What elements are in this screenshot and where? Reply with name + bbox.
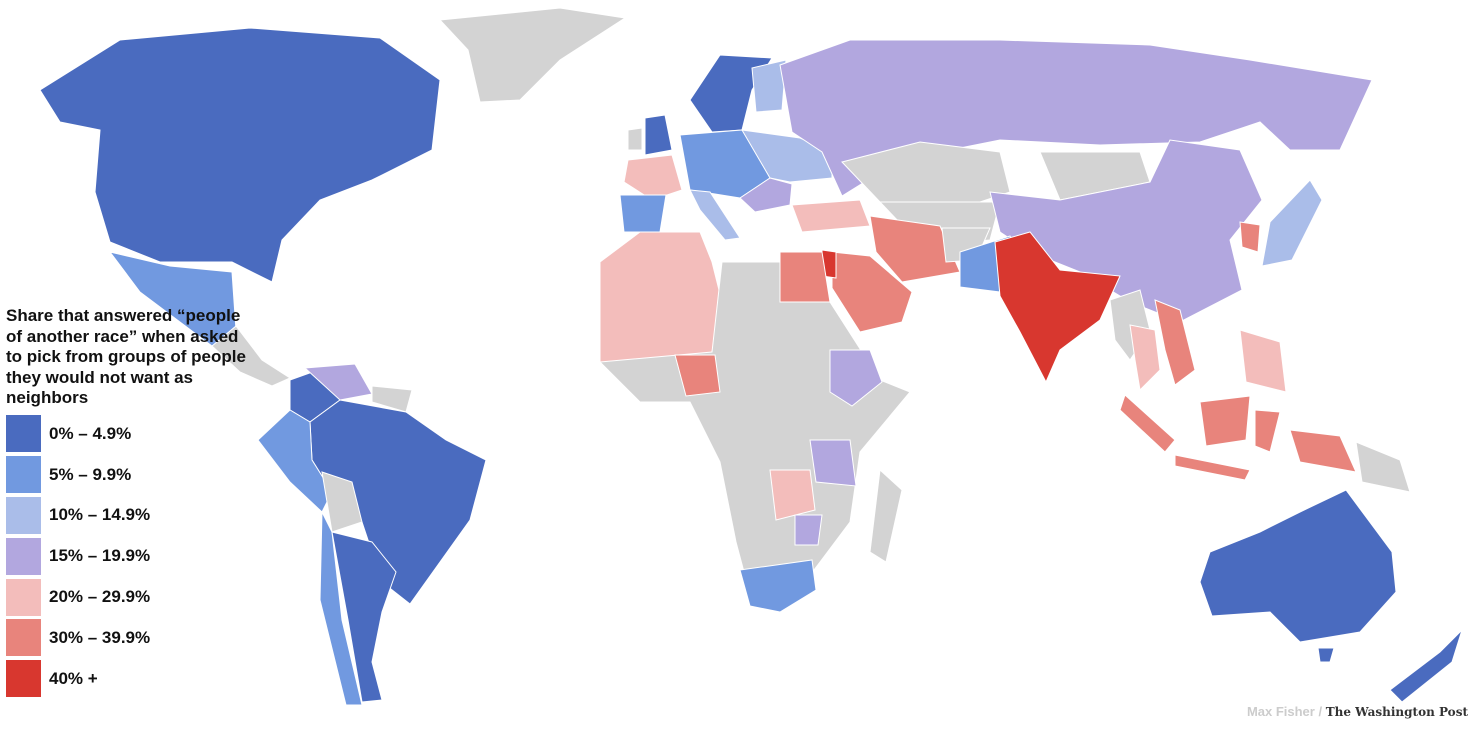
country-papua (1289, 429, 1357, 473)
country-ethiopia (829, 349, 883, 407)
country-balkans (739, 177, 793, 213)
country-italy (689, 189, 741, 241)
legend-label: 0% – 4.9% (49, 423, 132, 443)
country-france (623, 154, 683, 201)
legend-swatch (6, 660, 41, 698)
country-finland (751, 59, 787, 113)
country-madagascar (869, 468, 903, 563)
legend-item: 15% – 19.9% (6, 536, 246, 577)
legend-label: 30% – 39.9% (49, 627, 151, 647)
country-south-africa (739, 559, 817, 613)
country-japan (1261, 179, 1323, 267)
credit-author: Max Fisher / (1246, 704, 1323, 719)
country-russia (779, 39, 1373, 197)
country-nigeria (674, 354, 721, 397)
legend-item: 0% – 4.9% (6, 414, 246, 455)
country-uk (644, 114, 673, 156)
country-argentina (331, 531, 397, 703)
legend-label: 15% – 19.9% (49, 546, 151, 566)
legend-item: 20% – 29.9% (6, 577, 246, 618)
legend-item: 5% – 9.9% (6, 454, 246, 495)
country-borneo (1199, 395, 1251, 447)
country-vietnam (1154, 299, 1196, 386)
country-korea (1239, 221, 1261, 253)
country-sumatra (1119, 394, 1176, 453)
country-png (1355, 441, 1411, 493)
country-new-zealand (1389, 629, 1463, 703)
country-sulawesi (1254, 409, 1281, 453)
country-philippines (1239, 329, 1287, 393)
country-tanzania (809, 439, 857, 487)
country-thailand (1129, 324, 1161, 392)
legend-swatch (6, 619, 41, 657)
country-spain (619, 194, 667, 233)
legend-item: 40% + (6, 658, 246, 699)
country-canada-usa (39, 27, 441, 283)
legend-swatch (6, 496, 41, 534)
legend-swatch (6, 456, 41, 494)
legend-label: 5% – 9.9% (49, 464, 132, 484)
country-central-america (211, 325, 292, 387)
credit-publication-logo: The Washington Post (1325, 705, 1468, 719)
country-peru (257, 409, 333, 513)
country-north-africa (599, 231, 723, 373)
country-zimbabwe (794, 514, 823, 546)
legend-label: 20% – 29.9% (49, 587, 151, 607)
country-ireland (627, 127, 643, 151)
legend-swatch (6, 415, 41, 453)
country-saudi-arabia (831, 251, 913, 333)
country-iran (869, 215, 961, 283)
country-egypt (779, 251, 831, 303)
legend-title: Share that answered “people of another r… (6, 306, 246, 407)
legend: Share that answered “people of another r… (6, 306, 246, 699)
country-turkey (791, 199, 871, 233)
country-zambia (769, 469, 816, 521)
country-india (994, 231, 1121, 384)
legend-item: 10% – 14.9% (6, 495, 246, 536)
country-greenland (438, 7, 627, 103)
legend-label: 40% + (49, 668, 98, 688)
country-tasmania (1317, 647, 1335, 663)
legend-item: 30% – 39.9% (6, 617, 246, 658)
country-java (1174, 454, 1251, 481)
country-australia (1199, 489, 1397, 643)
credit: Max Fisher / The Washington Post (1247, 704, 1468, 719)
legend-label: 10% – 14.9% (49, 505, 151, 525)
legend-swatch (6, 537, 41, 575)
country-bolivia (321, 471, 363, 533)
legend-swatch (6, 578, 41, 616)
